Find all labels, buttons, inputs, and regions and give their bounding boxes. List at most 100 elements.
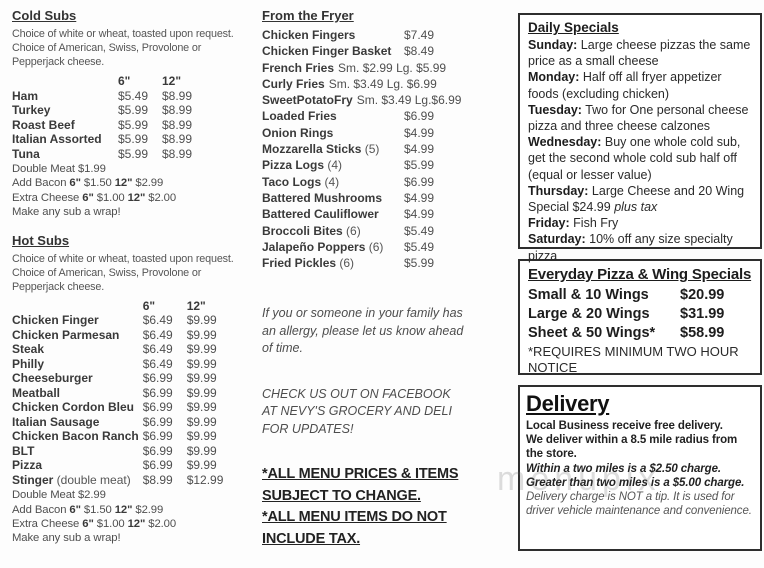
item-name-text: Meatball — [12, 385, 61, 400]
menu-item-name: Chicken Parmesan — [12, 328, 139, 343]
fryer-item-row: Broccoli Bites (6) $5.49 — [262, 223, 434, 239]
item-price-6in: $6.99 — [142, 429, 173, 444]
item-price-12in: $8.99 — [162, 88, 193, 103]
disclaimer-line: *ALL MENU ITEMS DO NOT INCLUDE TAX. — [262, 509, 447, 547]
extra-segment: Double Meat $2.99 — [12, 489, 106, 502]
daily-special-day: Wednesday: — [528, 135, 602, 150]
item-price-6in: $6.49 — [142, 327, 173, 342]
item-price-12in: $8.99 — [162, 146, 193, 161]
item-note: (double meat) — [53, 472, 131, 487]
pizza-wing-item-name: Sheet & 50 Wings* — [528, 325, 656, 341]
fryer-item-name: Battered Mushrooms — [262, 190, 383, 205]
hot-subs-description-line: Choice of white or wheat, toasted upon r… — [12, 252, 234, 265]
daily-special-text: Two for One personal cheese pizza and th… — [528, 102, 749, 134]
fryer-item-name: Taco Logs (4) — [262, 174, 340, 189]
extra-segment: $2.99 — [132, 177, 164, 190]
pizza-wing-title: Everyday Pizza & Wing Specials — [528, 266, 752, 283]
cold-subs-description-line: Choice of American, Swiss, Provolone or — [12, 42, 202, 54]
menu-item-name: Pizza — [12, 458, 139, 473]
fryer-item-qty: (6) — [365, 239, 384, 254]
item-price-12in: $9.99 — [186, 313, 217, 328]
fryer-item-name: SweetPotatoFry — [262, 93, 353, 108]
extra-segment: Extra Cheese — [12, 191, 83, 204]
item-price-12in: $9.99 — [186, 458, 217, 473]
fryer-item-price: $7.49 — [403, 28, 434, 42]
extra-segment: $1.50 — [80, 177, 115, 190]
fryer-item-price: $5.99 — [403, 158, 434, 173]
extra-segment: Make any sub a wrap! — [12, 532, 121, 545]
pizza-wing-item-price: $20.99 — [680, 287, 725, 303]
daily-special-text: Fish Fry — [569, 216, 619, 231]
hot-subs-section: Hot Subs Choice of white or wheat, toast… — [12, 233, 252, 546]
fryer-item-row: Pizza Logs (4) $5.99 — [262, 157, 434, 173]
facebook-note: CHECK US OUT ON FACEBOOK AT NEVY'S GROCE… — [262, 386, 452, 436]
menu-item-name: Italian Sausage — [12, 415, 139, 430]
item-price-6in: $6.99 — [142, 414, 173, 429]
item-price-6in: $6.99 — [142, 458, 173, 473]
menu-item-name: Cheeseburger — [12, 371, 139, 386]
fryer-item-price: $4.99 — [403, 207, 434, 222]
daily-special-italic: plus tax — [614, 200, 658, 215]
item-price-6in: $6.99 — [142, 443, 173, 458]
item-price-12in: $8.99 — [162, 132, 193, 146]
daily-special-line: Monday: Half off all fryer appetizer foo… — [528, 69, 752, 101]
fryer-item-row: SweetPotatoFry Sm. $3.49 Lg.$6.99 — [262, 92, 461, 108]
size-header: 12" — [162, 74, 182, 88]
daily-special-line: Saturday: 10% off any size specialty piz… — [528, 231, 752, 263]
item-price-6in: $6.49 — [142, 356, 173, 371]
cold-subs-section: Cold Subs Choice of white or wheat, toas… — [12, 8, 252, 220]
item-name-text: Philly — [12, 356, 45, 371]
extra-segment: 6" — [82, 517, 94, 530]
fryer-item-name: Pizza Logs (4) — [262, 158, 343, 173]
extra-segment: 6" — [69, 177, 81, 190]
size-header: 6" — [118, 74, 131, 88]
fryer-item-name: Chicken Fingers — [262, 28, 356, 42]
extra-option-line: Add Bacon 6" $1.50 12" $2.99 — [12, 176, 252, 190]
pizza-wing-item-price: $58.99 — [680, 325, 725, 341]
item-price-12in: $9.99 — [186, 342, 217, 357]
pizza-wing-item-name: Large & 20 Wings — [528, 306, 650, 322]
hot-subs-description-line: Choice of American, Swiss, Provolone or — [12, 266, 202, 279]
extra-segment: 6" — [82, 191, 94, 204]
cold-subs-price-table: 6" 12" Ham $5.49 $8.99 Turkey $5.99 $8.99 Roast … — [12, 74, 210, 161]
size-header-spacer — [12, 74, 114, 89]
daily-special-text: 10% off any size specialty pizza — [528, 232, 733, 263]
daily-special-day: Tuesday: — [528, 102, 582, 117]
fryer-item-name: Onion Rings — [262, 125, 334, 140]
fryer-item-row: Fried Pickles (6) $5.99 — [262, 255, 434, 271]
fryer-item-price: $5.49 — [403, 223, 434, 238]
extra-segment: 12" — [114, 177, 133, 190]
item-name-text: Pizza — [12, 458, 43, 473]
fryer-item-qty: (4) — [321, 174, 340, 189]
fryer-title: From the Fryer — [262, 8, 354, 23]
extra-option-line: Make any sub a wrap! — [12, 531, 252, 545]
item-price-12in: $12.99 — [186, 472, 224, 487]
hot-subs-price-table: 6" 12" Chicken Finger $6.49 $9.99 Chicken Par… — [12, 298, 223, 488]
extra-segment: 6" — [69, 503, 81, 516]
fryer-item-price: $4.99 — [403, 125, 434, 140]
fryer-item-name: Broccoli Bites (6) — [262, 223, 361, 238]
fryer-item-row: Onion Rings $4.99 — [262, 125, 434, 141]
extra-segment: $2.00 — [145, 517, 177, 530]
item-name-text: Steak — [12, 342, 45, 357]
fryer-item-price: $4.99 — [403, 142, 434, 157]
item-name-text: Stinger — [12, 472, 54, 487]
delivery-line: Within a two miles is a $2.50 charge. — [526, 462, 721, 475]
delivery-info-lines: Local Business receive free delivery. We … — [526, 419, 754, 518]
item-price-6in: $6.99 — [142, 400, 173, 415]
extra-segment: $2.99 — [132, 503, 164, 516]
item-name-text: Italian Assorted — [12, 132, 102, 146]
extra-segment: Double Meat $1.99 — [12, 163, 106, 175]
size-header-spacer — [12, 299, 139, 314]
fryer-item-price: Sm. $3.49 Lg.$6.99 — [356, 93, 462, 108]
item-price-6in: $6.49 — [142, 342, 173, 357]
item-price-6in: $6.99 — [142, 385, 173, 400]
extra-segment: 12" — [127, 191, 146, 204]
fryer-item-row: French Fries Sm. $2.99 Lg. $5.99 — [262, 60, 446, 76]
middle-column: From the Fryer Chicken Fingers $7.49 Chick… — [262, 8, 474, 550]
daily-special-text: Half off all fryer appetizer foods (excl… — [528, 70, 722, 101]
delivery-line: Local Business receive free delivery. — [526, 420, 723, 432]
menu-item-name: Steak — [12, 342, 139, 357]
item-price-12in: $8.99 — [162, 103, 193, 117]
size-header: 6" — [142, 298, 156, 313]
